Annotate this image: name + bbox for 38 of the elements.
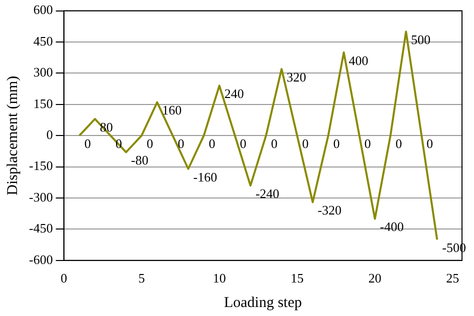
y-tick-label: 450 [33, 33, 53, 48]
data-label: 0 [364, 136, 371, 152]
data-label: -80 [131, 152, 148, 168]
y-tick-label: -600 [28, 252, 53, 267]
data-label: 0 [395, 136, 402, 152]
data-label: -240 [255, 186, 280, 201]
data-label: 0 [302, 136, 309, 152]
data-label: 320 [286, 69, 306, 84]
x-tick-label: 5 [138, 270, 145, 286]
y-tick-label: 0 [46, 127, 53, 142]
x-axis-title: Loading step [224, 294, 302, 311]
y-tick-label: 300 [33, 64, 53, 80]
y-tick-label: 600 [33, 2, 53, 18]
data-label: 240 [224, 86, 244, 102]
y-tick-label: 150 [33, 96, 53, 111]
data-label: -160 [193, 169, 218, 184]
x-tick-label: 25 [446, 270, 460, 286]
data-label: 0 [178, 136, 184, 152]
x-tick-label: 20 [368, 270, 382, 286]
data-label: 400 [348, 52, 368, 68]
x-tick-label: 15 [290, 270, 304, 286]
data-label: -400 [380, 219, 404, 234]
data-label: 0 [240, 136, 246, 152]
data-label: 0 [271, 136, 278, 152]
data-label: 160 [162, 102, 182, 118]
data-label: 0 [146, 136, 154, 152]
x-tick-label: 10 [212, 270, 226, 286]
y-tick-label: -300 [28, 189, 53, 204]
y-tick-label: -450 [28, 220, 53, 236]
data-label: 0 [333, 136, 340, 152]
data-label: 0 [426, 136, 434, 152]
data-label: 0 [208, 136, 216, 152]
x-tick-label: 0 [60, 270, 68, 286]
data-label: 500 [411, 32, 431, 48]
y-axis-title: Displacement (mm) [4, 76, 21, 196]
y-tick-label: -150 [28, 158, 53, 174]
data-label: -320 [318, 202, 342, 218]
data-label: 0 [84, 136, 91, 152]
